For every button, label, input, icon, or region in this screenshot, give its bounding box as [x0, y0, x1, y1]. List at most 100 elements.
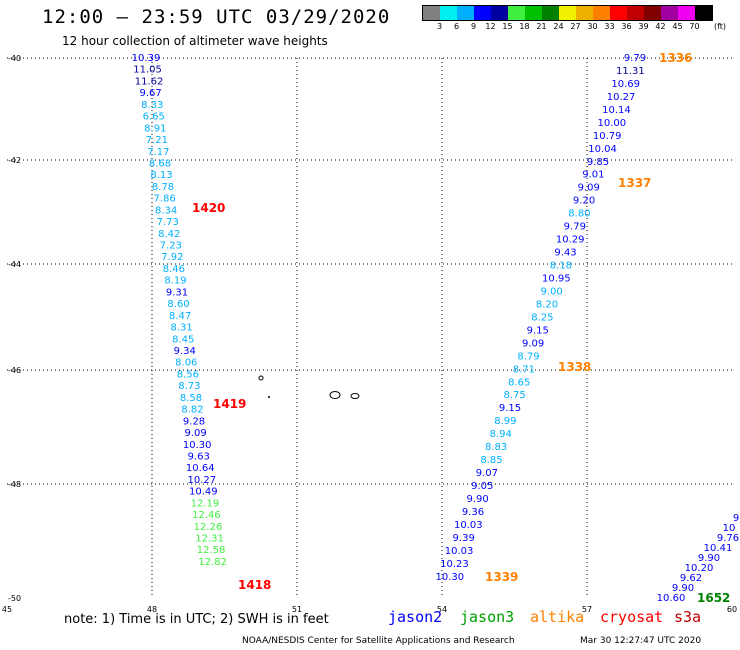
track-value: 6.65 — [143, 112, 165, 123]
track-value: 10 — [723, 523, 736, 534]
track-time-label: 1339 — [485, 570, 518, 584]
lon-label: 54 — [437, 605, 447, 614]
island-shape — [268, 396, 270, 398]
track-value: 7.86 — [153, 194, 175, 205]
track-value: 10.69 — [611, 79, 640, 90]
track-value: 9.67 — [140, 88, 162, 99]
lon-label: 48 — [147, 605, 157, 614]
page-title: 12:00 – 23:59 UTC 03/29/2020 — [42, 6, 391, 28]
track-value: 9.90 — [466, 494, 488, 505]
track-value: 8.33 — [141, 100, 163, 111]
track-value: 10.27 — [187, 475, 216, 486]
track-value: 7.73 — [157, 217, 179, 228]
satellite-jason2: jason2 — [388, 608, 443, 626]
track-value: 9.07 — [476, 468, 498, 479]
track-value: 12.58 — [197, 545, 226, 556]
track-value: 10.03 — [445, 546, 474, 557]
lat-label: -40 — [8, 54, 21, 63]
track-value: 8.94 — [490, 429, 512, 440]
legend-swatch — [508, 6, 525, 20]
color-legend — [422, 5, 713, 21]
track-value: 9.63 — [188, 451, 210, 462]
track-value: 8.18 — [550, 261, 572, 272]
legend-swatch — [593, 6, 610, 20]
track-value: 10.49 — [189, 487, 218, 498]
track-value: 9.76 — [717, 533, 739, 544]
island-shape — [329, 391, 341, 399]
track-value: 12.19 — [191, 498, 220, 509]
track-value: 9.01 — [582, 170, 604, 181]
track-value: 7.92 — [161, 252, 183, 263]
track-value: 9.15 — [499, 403, 521, 414]
track-value: 11.31 — [616, 66, 645, 77]
island-shape — [258, 375, 264, 381]
track-value: 10.64 — [186, 463, 215, 474]
track-value: 8.68 — [149, 158, 171, 169]
track-value: 10.03 — [454, 520, 483, 531]
track-value: 11.62 — [135, 76, 164, 87]
track-value: 10.30 — [183, 440, 212, 451]
legend-swatch — [678, 6, 695, 20]
legend-swatch — [695, 6, 712, 20]
track-value: 9.05 — [471, 481, 493, 492]
legend-label: 27 — [570, 22, 581, 31]
lat-label: -46 — [8, 366, 21, 375]
track-value: 7.23 — [160, 241, 182, 252]
track-value: 8.25 — [531, 312, 553, 323]
track-value: 9.09 — [184, 428, 206, 439]
track-value: 10.23 — [440, 559, 469, 570]
track-time-label: 1418 — [238, 578, 271, 592]
legend-label: 24 — [553, 22, 564, 31]
satellite-s3a: s3a — [674, 608, 702, 626]
track-value: 12.31 — [195, 534, 224, 545]
track-value: 8.20 — [536, 299, 558, 310]
track-value: 9.00 — [541, 286, 563, 297]
track-value: 10.20 — [685, 563, 714, 574]
track-time-label: 1420 — [192, 201, 225, 215]
track-value: 8.78 — [152, 182, 174, 193]
lon-label: 51 — [292, 605, 302, 614]
track-value: 8.56 — [177, 369, 199, 380]
track-value: 8.06 — [175, 358, 197, 369]
track-value: 8.58 — [180, 393, 202, 404]
track-value: 8.75 — [503, 390, 525, 401]
track-value: 7.17 — [147, 147, 169, 158]
track-value: 8.83 — [485, 442, 507, 453]
track-value: 8.91 — [144, 123, 166, 134]
lon-label: 60 — [727, 605, 737, 614]
track-value: 9.31 — [166, 287, 188, 298]
track-time-label: 1337 — [618, 176, 651, 190]
legend-swatch — [661, 6, 678, 20]
track-time-label: 1338 — [558, 360, 591, 374]
track-value: 8.31 — [171, 323, 193, 334]
track-value: 8.80 — [568, 209, 590, 220]
legend-label: 39 — [638, 22, 649, 31]
lon-label: 57 — [582, 605, 592, 614]
track-value: 8.85 — [480, 455, 502, 466]
credit-text: NOAA/NESDIS Center for Satellite Applica… — [242, 636, 515, 646]
legend-swatch — [559, 6, 576, 20]
legend-label: 33 — [604, 22, 615, 31]
legend-swatch — [610, 6, 627, 20]
lat-label: -50 — [8, 594, 21, 603]
track-value: 8.19 — [164, 276, 186, 287]
legend-label: 3 — [436, 22, 443, 31]
track-value: 10.29 — [556, 235, 585, 246]
legend-label: 42 — [655, 22, 666, 31]
lat-label: -42 — [8, 156, 21, 165]
timestamp-text: Mar 30 12:27:47 UTC 2020 — [580, 636, 702, 646]
track-value: 10.95 — [542, 273, 571, 284]
track-value: 8.13 — [150, 170, 172, 181]
legend-label: 70 — [689, 22, 700, 31]
track-value: 10.00 — [598, 118, 627, 129]
legend-label: 12 — [485, 22, 496, 31]
legend-swatch — [423, 6, 440, 20]
legend-unit: (ft) — [714, 22, 727, 31]
lon-label: 45 — [2, 605, 12, 614]
track-value: 9.36 — [462, 507, 484, 518]
track-time-label: 1336 — [659, 51, 692, 65]
track-value: 8.45 — [172, 334, 194, 345]
track-value: 8.71 — [513, 364, 535, 375]
